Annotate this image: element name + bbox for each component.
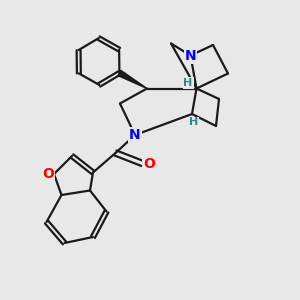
Text: N: N <box>185 49 196 62</box>
Text: H: H <box>184 78 193 88</box>
Text: O: O <box>42 167 54 181</box>
Text: O: O <box>143 157 155 170</box>
Text: N: N <box>129 128 141 142</box>
Polygon shape <box>118 70 147 88</box>
Text: H: H <box>189 117 198 128</box>
